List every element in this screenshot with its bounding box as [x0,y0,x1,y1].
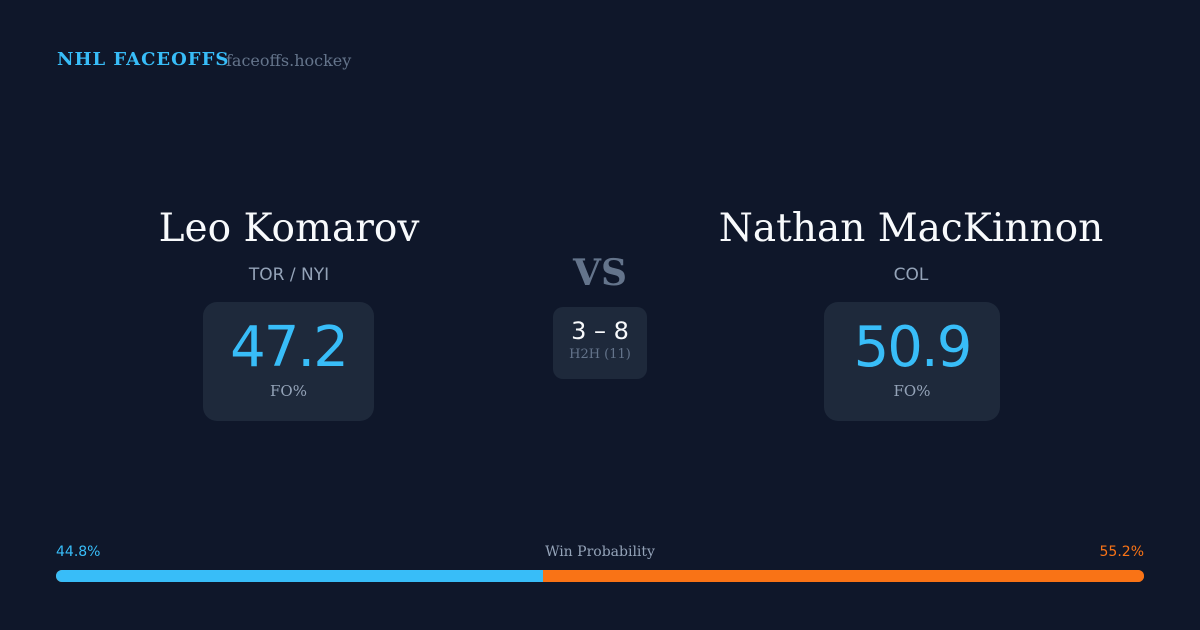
h2h-score: 3 – 8 [571,317,629,345]
brand-title: NHL FACEOFFS [57,49,230,70]
player2-name: Nathan MacKinnon [718,206,1104,251]
site-url: faceoffs.hockey [226,51,352,70]
player2-fo-pct: 50.9 [853,315,973,380]
player2-fo-label: FO% [893,382,931,400]
player1-fo-pct: 47.2 [230,315,349,380]
player1-stat-card: 47.2 FO% [203,302,374,421]
player1-fo-label: FO% [270,382,307,400]
win-probability-label: Win Probability [545,544,655,560]
p2-win-fill [543,570,1144,582]
win-probability-bar [56,570,1144,582]
player2-stat-card: 50.9 FO% [824,302,1000,421]
vs-label: VS [573,252,627,294]
player1-team: TOR / NYI [248,265,330,285]
p1-win-fill [56,570,544,582]
player1-name: Leo Komarov [158,206,420,251]
p1-win-pct: 44.8% [56,544,101,560]
player2-team: COL [893,265,929,285]
p2-win-pct: 55.2% [1099,544,1144,560]
h2h-card: 3 – 8 H2H (11) [553,307,647,379]
h2h-label: H2H (11) [569,347,631,362]
